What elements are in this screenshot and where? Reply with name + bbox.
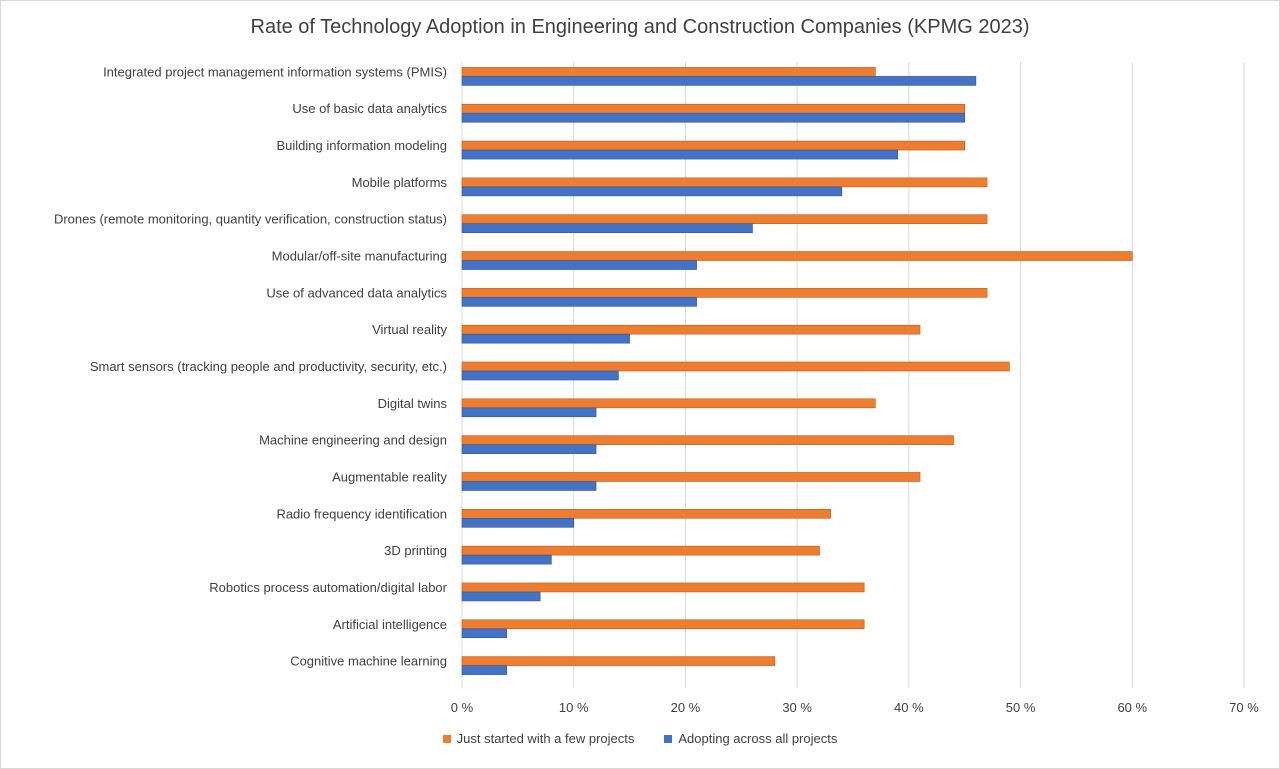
bar-adopting-all — [461, 370, 619, 381]
legend-item-just-started: Just started with a few projects — [442, 731, 635, 746]
chart-title: Rate of Technology Adoption in Engineeri… — [250, 16, 1030, 38]
bar-adopting-all — [461, 112, 966, 123]
category-label: Virtual reality — [372, 322, 447, 337]
bar-adopting-all — [461, 297, 697, 307]
bar-just-started — [461, 472, 921, 482]
bar-just-started — [461, 435, 954, 445]
bar-adopting-all — [461, 444, 597, 454]
bar-just-started — [461, 67, 876, 77]
category-label: Integrated project management informatio… — [103, 64, 447, 79]
x-tick-label: 0 % — [451, 700, 474, 715]
category-labels: Integrated project management informatio… — [54, 64, 448, 668]
category-label: Drones (remote monitoring, quantity veri… — [54, 212, 447, 227]
bar-adopting-all — [461, 554, 552, 565]
bars — [461, 67, 1133, 675]
bar-just-started — [461, 508, 831, 519]
category-label: Smart sensors (tracking people and produ… — [90, 359, 447, 374]
legend-swatch-adopting-all — [664, 734, 673, 743]
bar-adopting-all — [461, 333, 630, 344]
bar-just-started — [461, 361, 1010, 372]
bar-just-started — [461, 582, 865, 593]
bar-adopting-all — [461, 481, 597, 491]
category-label: Use of basic data analytics — [292, 101, 447, 116]
bar-adopting-all — [461, 76, 977, 86]
bar-just-started — [461, 545, 820, 556]
bar-adopting-all — [461, 149, 898, 160]
legend-label-just-started: Just started with a few projects — [456, 731, 635, 746]
category-label: Artificial intelligence — [333, 617, 447, 632]
category-label: Machine engineering and design — [259, 433, 447, 448]
legend-swatch-just-started — [442, 734, 451, 743]
category-label: 3D printing — [384, 543, 447, 558]
legend-label-adopting-all: Adopting across all projects — [678, 731, 838, 746]
category-label: Use of advanced data analytics — [266, 285, 447, 300]
legend-item-adopting-all: Adopting across all projects — [664, 731, 837, 746]
bar-just-started — [461, 398, 876, 409]
x-tick-label: 30 % — [782, 700, 812, 715]
x-tick-label: 10 % — [559, 700, 589, 715]
category-label: Digital twins — [378, 396, 448, 411]
bar-adopting-all — [461, 665, 507, 675]
category-label: Building information modeling — [276, 138, 447, 153]
bar-just-started — [461, 251, 1133, 261]
bar-just-started — [461, 214, 988, 225]
bar-just-started — [461, 656, 776, 666]
bar-adopting-all — [461, 628, 507, 639]
legend: Just started with a few projects Adoptin… — [0, 731, 1280, 746]
bar-adopting-all — [461, 260, 697, 270]
category-label: Modular/off-site manufacturing — [272, 249, 447, 264]
category-label: Radio frequency identification — [276, 506, 447, 521]
bar-just-started — [461, 288, 988, 298]
category-label: Mobile platforms — [352, 175, 448, 190]
bar-just-started — [461, 177, 988, 188]
x-axis-ticks: 0 % 10 % 20 % 30 % 40 % 50 % 60 % 70 % — [451, 700, 1259, 715]
category-label: Augmentable reality — [332, 469, 447, 484]
bar-adopting-all — [461, 407, 597, 418]
bar-adopting-all — [461, 591, 541, 602]
x-tick-label: 20 % — [671, 700, 701, 715]
bar-adopting-all — [461, 223, 753, 234]
x-tick-label: 60 % — [1117, 700, 1147, 715]
bar-just-started — [461, 140, 966, 151]
bar-adopting-all — [461, 517, 575, 528]
x-tick-label: 50 % — [1006, 700, 1036, 715]
category-label: Cognitive machine learning — [290, 654, 447, 669]
bar-just-started — [461, 619, 865, 630]
bar-just-started — [461, 103, 966, 114]
bar-just-started — [461, 324, 921, 335]
x-tick-label: 70 % — [1229, 700, 1259, 715]
bar-adopting-all — [461, 186, 843, 197]
x-tick-label: 40 % — [894, 700, 924, 715]
category-label: Robotics process automation/digital labo… — [209, 580, 447, 595]
